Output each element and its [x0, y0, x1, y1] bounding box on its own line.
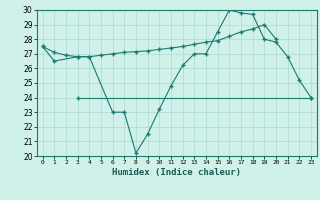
X-axis label: Humidex (Indice chaleur): Humidex (Indice chaleur): [112, 168, 241, 177]
